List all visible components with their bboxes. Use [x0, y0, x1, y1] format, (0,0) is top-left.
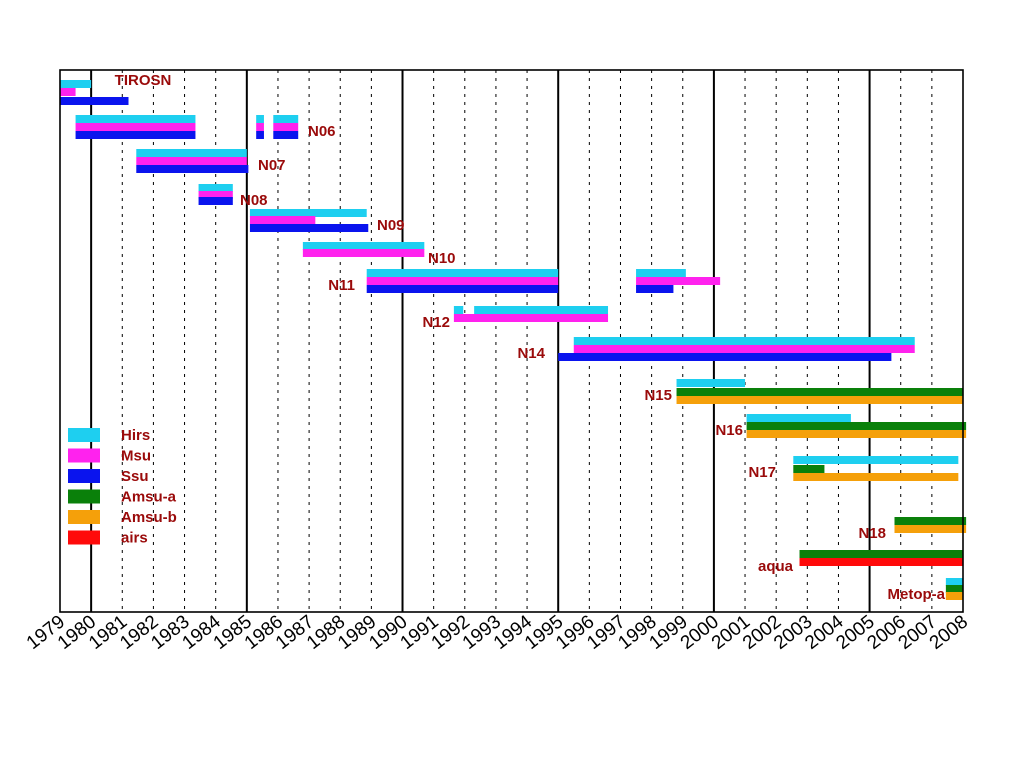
bar-n07-msu [136, 157, 247, 165]
bar-metop-a-hirs [945, 578, 963, 586]
satellite-label-n15: N15 [644, 387, 672, 404]
bar-n11-msu [366, 277, 559, 285]
bar-tirosn-hirs [60, 80, 92, 88]
bar-n10-msu [302, 249, 425, 257]
satellite-n06 [75, 115, 299, 139]
bar-n15-hirs [676, 379, 746, 387]
satellite-label-n11: N11 [328, 277, 355, 294]
satellite-label-n07: N07 [258, 157, 286, 174]
legend-label-amsu-a: Amsu-a [121, 489, 177, 506]
bar-n14-hirs [573, 337, 915, 345]
satellite-label-n17: N17 [748, 464, 776, 481]
satellite-n07 [136, 149, 249, 173]
plot-frame [59, 69, 964, 613]
bar-n09-msu [249, 216, 316, 224]
bar-n06-ssu [75, 131, 196, 139]
satellite-label-n18: N18 [858, 525, 886, 542]
bar-n14-ssu [558, 353, 892, 361]
legend-swatch-airs [68, 530, 100, 545]
bar-aqua-airs [799, 558, 963, 566]
satellite-label-n09: N09 [377, 217, 405, 234]
satellite-n09 [249, 209, 369, 232]
bar-n17-amsu-b [793, 473, 959, 481]
legend-swatch-hirs [68, 428, 100, 442]
bar-tirosn-ssu [60, 97, 129, 105]
satellite-labels: TIROSN N06 N07 N08 N09 N10 N11 N12 N14 N15 N16 N17 N… [115, 72, 946, 603]
bar-tirosn-msu [60, 88, 76, 96]
bar-metop-a-amsu-a [945, 585, 963, 593]
bar-n11-msu [636, 277, 721, 285]
bar-n06-hirs [273, 115, 299, 123]
instrument-bars [60, 80, 967, 600]
bar-n15-amsu-a [676, 388, 963, 396]
legend-swatch-msu [68, 448, 100, 463]
legend-label-hirs: Hirs [121, 427, 150, 444]
satellite-label-n10: N10 [428, 250, 456, 267]
satellite-n10 [302, 242, 425, 257]
satellite-n14 [558, 337, 915, 361]
legend-label-ssu: Ssu [121, 468, 149, 485]
bar-n18-amsu-a [894, 517, 967, 525]
bar-n18-amsu-b [894, 525, 967, 533]
bar-n11-ssu [636, 285, 674, 293]
bar-n10-hirs [302, 242, 425, 250]
satellite-label-n12: N12 [422, 314, 450, 331]
legend-label-amsu-b: Amsu-b [121, 509, 177, 526]
bar-n17-amsu-a [793, 465, 825, 473]
bar-n07-hirs [136, 149, 247, 157]
bar-aqua-amsu-a [799, 550, 963, 558]
satellite-n17 [793, 456, 959, 481]
satellite-tirosn [60, 80, 129, 105]
satellite-n08 [198, 184, 233, 205]
satellite-label-n06: N06 [308, 123, 336, 140]
bar-n12-msu [453, 314, 609, 322]
bar-n06-msu [75, 123, 196, 131]
bar-n12-hirs [474, 306, 609, 314]
bar-n16-amsu-a [746, 422, 967, 430]
bar-n08-msu [198, 191, 233, 199]
bar-n09-hirs [249, 209, 367, 217]
bar-n15-amsu-b [676, 396, 963, 404]
legend: Hirs Msu Ssu Amsu-a Amsu-b airs [68, 427, 177, 547]
bar-n06-msu [256, 123, 264, 131]
bar-n06-hirs [75, 115, 196, 123]
satellite-label-n16: N16 [715, 422, 743, 439]
satellite-n11 [366, 269, 721, 293]
satellite-label-tirosn: TIROSN [115, 72, 172, 89]
satellite-label-metop-a: Metop-a [888, 586, 946, 603]
bar-n06-ssu [256, 131, 264, 139]
bar-n12-hirs [453, 306, 464, 314]
bar-n06-hirs [256, 115, 264, 123]
bar-n14-msu [573, 345, 915, 353]
satellite-n18 [894, 517, 967, 533]
satellite-n15 [676, 379, 963, 404]
satellite-n12 [453, 306, 609, 322]
satellite-label-n14: N14 [517, 345, 545, 362]
legend-swatch-ssu [68, 469, 100, 483]
satellite-n16 [746, 414, 967, 438]
bar-metop-a-amsu-b [945, 592, 963, 600]
legend-label-msu: Msu [121, 448, 151, 465]
bar-n11-ssu [366, 285, 559, 293]
bar-n08-ssu [198, 197, 233, 205]
bar-n16-hirs [746, 414, 851, 422]
bar-n06-msu [273, 123, 299, 131]
satellite-label-n08: N08 [240, 192, 268, 209]
bar-n06-ssu [273, 131, 299, 139]
bar-n11-hirs [366, 269, 559, 277]
x-axis-tick-labels: 1979198019811982198319841985198619871988… [23, 611, 972, 654]
satellite-aqua [799, 550, 963, 566]
bar-n17-hirs [793, 456, 959, 464]
legend-label-airs: airs [121, 530, 148, 547]
bar-n16-amsu-b [746, 430, 967, 438]
bar-n08-hirs [198, 184, 233, 192]
satellite-label-aqua: aqua [758, 558, 794, 575]
bar-n07-ssu [136, 165, 249, 173]
satellite-metop-a [945, 578, 963, 600]
bar-n11-hirs [636, 269, 686, 277]
legend-swatch-amsu-b [68, 510, 100, 524]
bar-n09-ssu [249, 224, 369, 232]
legend-swatch-amsu-a [68, 489, 100, 504]
